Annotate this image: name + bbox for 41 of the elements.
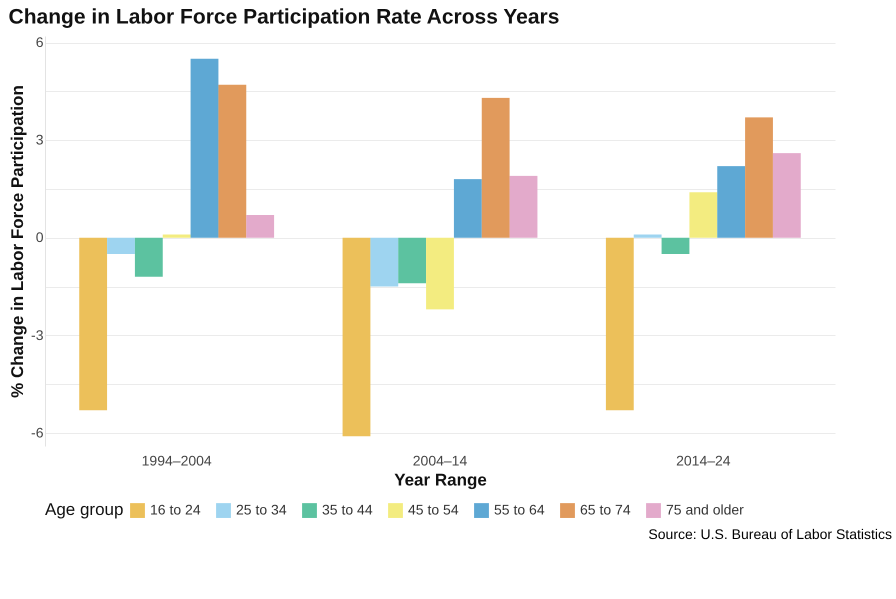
x-axis-title: Year Range: [394, 470, 487, 490]
bar: [370, 238, 398, 287]
bar: [510, 176, 538, 238]
legend-label: 55 to 64: [494, 502, 545, 518]
bar: [745, 117, 773, 238]
y-tick-label: 3: [36, 132, 44, 148]
legend-label: 35 to 44: [322, 502, 373, 518]
bar: [606, 238, 634, 410]
x-tick-label: 1994–2004: [142, 452, 212, 468]
legend-label: 16 to 24: [150, 502, 201, 518]
bar: [717, 166, 746, 238]
bar: [398, 238, 426, 284]
legend-title: Age group: [45, 500, 124, 519]
legend-label: 65 to 74: [580, 502, 631, 518]
y-tick-label: -3: [31, 326, 44, 343]
x-tick-label: 2004–14: [412, 452, 468, 468]
y-axis-title: % Change in Labor Force Participation: [8, 85, 28, 398]
bar: [689, 192, 718, 238]
y-tick-label: -6: [31, 424, 44, 440]
bar: [79, 238, 108, 410]
bar: [246, 214, 274, 238]
bar: [634, 234, 662, 238]
bar: [190, 58, 218, 238]
bar: [772, 153, 801, 238]
bar: [162, 234, 191, 238]
bar: [218, 84, 246, 238]
bar: [134, 238, 163, 277]
legend-label: 45 to 54: [408, 502, 459, 518]
bar: [426, 238, 454, 310]
bar: [107, 238, 135, 254]
legend-label: 75 and older: [666, 502, 744, 518]
bar: [454, 179, 482, 238]
bar: [482, 98, 510, 238]
y-tick-label: 0: [36, 229, 44, 246]
chart-title: Change in Labor Force Participation Rate Across Years: [8, 6, 560, 29]
legend-label: 25 to 34: [236, 502, 287, 518]
bar: [662, 238, 690, 254]
bar: [342, 238, 370, 436]
x-tick-label: 2014–24: [676, 452, 731, 468]
y-tick-label: 6: [36, 34, 44, 50]
source-note: Source: U.S. Bureau of Labor Statistics: [647, 526, 893, 542]
